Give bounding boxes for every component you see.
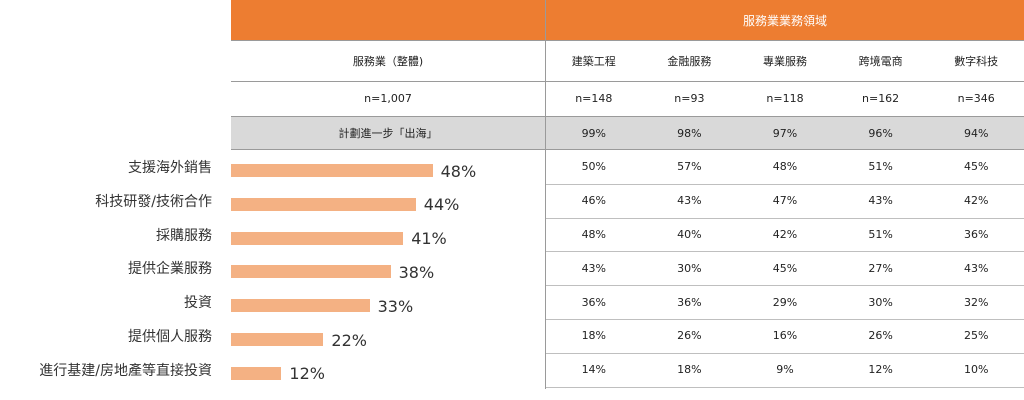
table-cell: 43% — [677, 194, 702, 208]
table-cell: 18% — [581, 329, 607, 343]
table-cell: 26% — [868, 329, 893, 343]
table-cell: 50% — [581, 160, 607, 174]
sector-header: 金融服務 — [667, 55, 712, 68]
plan-value: 97% — [772, 126, 798, 140]
table-cell: 32% — [963, 295, 989, 309]
table-cell: 16% — [772, 329, 798, 343]
table-cell: 45% — [963, 160, 989, 174]
sector-n: n=93 — [674, 92, 705, 105]
header-band-left — [231, 0, 545, 40]
bar — [231, 164, 433, 177]
table-cell: 9% — [776, 363, 794, 377]
overall-header: 服務業（整體) — [352, 55, 424, 68]
table-cell: 43% — [581, 261, 607, 275]
table-cell: 48% — [581, 227, 607, 241]
table-cell: 30% — [677, 261, 702, 275]
category-label: 投資 — [184, 295, 212, 312]
grid-line — [231, 149, 1024, 150]
plan-value: 96% — [868, 126, 893, 140]
category-label: 提供企業服務 — [128, 261, 212, 278]
table-cell: 43% — [963, 261, 989, 275]
grid-line — [231, 116, 1024, 117]
grid-line — [546, 251, 1024, 253]
grid-line — [546, 352, 1024, 354]
sector-n: n=346 — [957, 92, 995, 105]
sector-n: n=148 — [575, 92, 613, 105]
sector-header: 數字科技 — [954, 55, 999, 68]
table-cell: 43% — [868, 194, 893, 208]
table-cell: 29% — [772, 295, 798, 309]
table-cell: 36% — [963, 227, 989, 241]
table-cell: 14% — [581, 363, 607, 377]
grid-line — [545, 0, 546, 389]
sector-n: n=118 — [766, 92, 804, 105]
category-label: 提供個人服務 — [128, 329, 212, 345]
table-cell: 30% — [868, 295, 893, 309]
bar — [231, 299, 370, 313]
table-cell: 42% — [772, 227, 798, 241]
bar — [231, 231, 404, 245]
bar — [231, 333, 324, 346]
table-cell: 10% — [963, 363, 989, 377]
category-label: 科技研發/技術合作 — [95, 193, 212, 210]
plan-value: 94% — [963, 126, 989, 140]
bar — [231, 197, 416, 211]
bar — [231, 366, 282, 380]
group-header: 服務業業務領域 — [546, 0, 1024, 40]
plan-label: 計劃進一步「出海」 — [338, 127, 438, 140]
table-cell: 42% — [963, 194, 989, 208]
category-label: 支援海外銷售 — [128, 160, 212, 176]
table-cell: 27% — [868, 261, 893, 275]
sector-header: 專業服務 — [762, 55, 807, 68]
table-cell: 36% — [677, 295, 702, 309]
table-cell: 36% — [581, 295, 607, 309]
overall-n: n=1,007 — [364, 92, 412, 105]
table-cell: 18% — [677, 363, 702, 377]
table-cell: 12% — [868, 363, 893, 377]
table-cell: 57% — [677, 160, 702, 174]
table-cell: 26% — [677, 329, 702, 343]
bar-value-label: 12% — [289, 364, 325, 384]
category-label: 採購服務 — [156, 227, 212, 244]
grid-line — [546, 183, 1024, 185]
table-cell: 25% — [963, 329, 989, 343]
plan-value: 99% — [581, 126, 607, 140]
bar — [231, 265, 391, 279]
table-cell: 51% — [868, 227, 893, 241]
plan-row-band — [231, 117, 1024, 149]
table-cell: 45% — [772, 261, 798, 275]
sector-n: n=162 — [862, 92, 900, 105]
table-cell: 47% — [772, 194, 798, 208]
table-cell: 46% — [581, 194, 607, 208]
grid-line — [546, 319, 1024, 320]
grid-line — [231, 81, 1024, 82]
table-cell: 40% — [677, 227, 702, 241]
bar-value-label: 38% — [398, 262, 435, 282]
grid-line — [546, 285, 1024, 287]
bar-value-label: 22% — [331, 330, 367, 350]
bar-value-label: 48% — [440, 161, 477, 181]
table-cell: 51% — [868, 160, 893, 174]
grid-line — [546, 217, 1024, 219]
grid-line — [546, 386, 1024, 388]
plan-value: 98% — [677, 126, 702, 140]
bar-value-label: 41% — [411, 229, 447, 249]
sector-header: 跨境電商 — [858, 55, 903, 68]
bar-value-label: 44% — [423, 195, 460, 215]
bar-value-label: 33% — [377, 296, 414, 316]
grid-line — [231, 40, 1024, 41]
table-cell: 48% — [772, 160, 798, 174]
category-label: 進行基建/房地產等直接投資 — [39, 362, 212, 379]
sector-header: 建築工程 — [571, 55, 616, 68]
